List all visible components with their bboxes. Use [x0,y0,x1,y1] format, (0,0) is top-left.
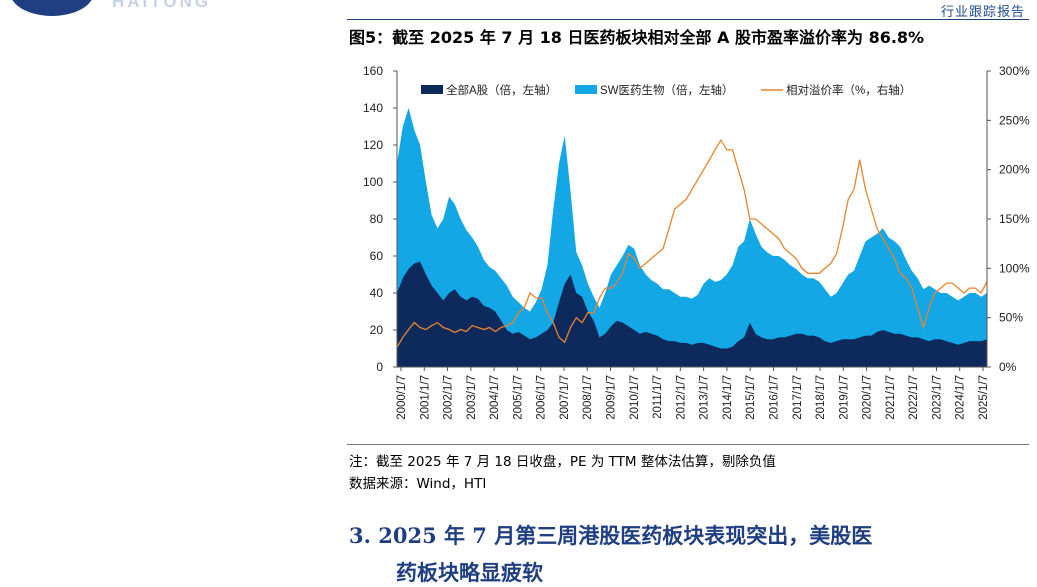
legend-swatch [575,85,597,94]
x-tick-label: 2013/1/7 [699,375,711,420]
x-tick-label: 2024/1/7 [955,375,967,420]
x-tick-label: 2010/1/7 [629,375,641,420]
x-tick-label: 2011/1/7 [652,375,664,419]
series-line-premium [396,138,988,348]
x-tick-label: 2020/1/7 [862,375,874,420]
x-tick-label: 2004/1/7 [489,375,501,420]
x-tick-label: 2000/1/7 [396,375,408,420]
plot-area-group [397,108,987,367]
y-right-tick-label: 100% [999,261,1030,275]
legend-label: SW医药生物（倍，左轴） [600,83,734,97]
x-tick-label: 2022/1/7 [908,375,920,420]
x-tick-label: 2019/1/7 [838,375,850,420]
header-divider [347,19,1029,20]
x-tick-label: 2002/1/7 [443,375,455,420]
y-left-tick-label: 160 [363,64,383,78]
legend-swatch [421,85,443,94]
x-tick-label: 2017/1/7 [792,375,804,420]
y-right-tick-label: 50% [999,311,1023,325]
chart-legend: 全部A股（倍，左轴） SW医药生物（倍，左轴） 相对溢价率（%，右轴） [421,83,911,97]
y-right-tick-label: 150% [999,212,1030,226]
y-left-tick-label: 40 [370,286,384,300]
figure-title: 图5：截至 2025 年 7 月 18 日医药板块相对全部 A 股市盈率溢价率为… [349,28,925,47]
axes-group: 0 20 40 60 80 100 120 140 160 0% 50% 100% 150% 200% 25… [363,64,1030,420]
x-tick-label: 2001/1/7 [419,375,431,420]
x-tick-label: 2007/1/7 [559,375,571,420]
report-type-label: 行业跟踪报告 [940,5,1025,20]
x-tick-label: 2021/1/7 [885,375,897,420]
x-tick-label: 2015/1/7 [745,375,757,420]
x-tick-label: 2005/1/7 [512,375,524,420]
pe-premium-chart: 0 20 40 60 80 100 120 140 160 0% 50% 100% 150% 200% 25… [343,52,1033,444]
chart-svg: 0 20 40 60 80 100 120 140 160 0% 50% 100% 150% 200% 25… [363,64,1030,420]
company-logo [10,0,94,16]
x-tick-label: 2016/1/7 [768,375,780,420]
y-right-tick-label: 250% [999,113,1030,127]
series-area-0 [397,261,987,367]
y-left-tick-label: 60 [370,249,384,263]
y-right-tick-label: 0% [999,360,1017,374]
y-left-tick-label: 0 [376,360,383,374]
y-right-tick-label: 200% [999,163,1030,177]
brand-name: HAITONG [112,0,212,11]
x-tick-label: 2003/1/7 [466,375,478,420]
x-tick-label: 2006/1/7 [536,375,548,420]
x-tick-label: 2008/1/7 [582,375,594,420]
figure-source: 数据来源：Wind，HTI [349,476,487,492]
legend-label: 全部A股（倍，左轴） [446,83,557,97]
section-heading-continued: 药板块略显疲软 [396,560,543,585]
x-tick-label: 2025/1/7 [978,375,990,420]
legend-label: 相对溢价率（%，右轴） [786,83,911,97]
section-heading: 3. 2025 年 7 月第三周港股医药板块表现突出，美股医 [349,523,873,548]
y-left-tick-label: 20 [370,323,384,337]
x-tick-label: 2014/1/7 [722,375,734,420]
plot-line-group [396,138,988,348]
series-area-1 [397,108,987,367]
x-tick-label: 2012/1/7 [675,375,687,420]
y-left-tick-label: 80 [370,212,384,226]
y-right-tick-label: 300% [999,64,1030,78]
figure-note: 注：截至 2025 年 7 月 18 日收盘，PE 为 TTM 整体法估算，剔除… [349,454,776,470]
note-divider [347,444,1029,445]
y-left-tick-label: 120 [363,138,383,152]
y-left-tick-label: 140 [363,101,383,115]
y-left-tick-label: 100 [363,175,383,189]
x-tick-label: 2018/1/7 [815,375,827,420]
x-tick-label: 2023/1/7 [931,375,943,420]
x-tick-label: 2009/1/7 [606,375,618,420]
